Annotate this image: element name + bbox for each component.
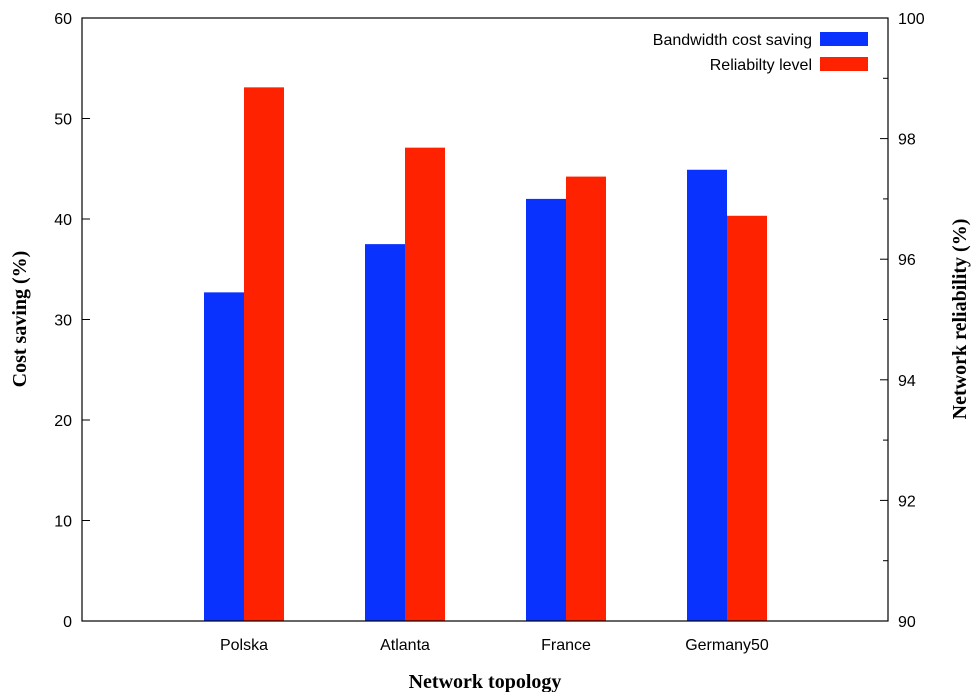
x-axis-ticks: Polska Atlanta France Germany50 bbox=[220, 637, 769, 654]
left-axis-ticks: 0 10 20 30 40 50 60 bbox=[54, 11, 90, 631]
legend-label: Bandwidth cost saving bbox=[653, 32, 812, 49]
y2-tick-label: 96 bbox=[898, 252, 916, 269]
legend: Bandwidth cost saving Reliabilty level bbox=[653, 32, 868, 74]
legend-swatch bbox=[820, 32, 868, 46]
bars-group bbox=[204, 87, 767, 622]
y-tick-label: 10 bbox=[54, 514, 72, 531]
bar-cost-saving-germany50 bbox=[687, 169, 727, 621]
y2-tick-label: 94 bbox=[898, 373, 916, 390]
y-tick-label: 30 bbox=[54, 313, 72, 330]
y2-tick-label: 100 bbox=[898, 11, 925, 28]
x-tick-label: Atlanta bbox=[380, 637, 430, 654]
bar-cost-saving-atlanta bbox=[365, 244, 405, 621]
x-tick-label: France bbox=[541, 637, 591, 654]
y2-tick-label: 92 bbox=[898, 493, 916, 510]
bar-reliability-germany50 bbox=[727, 215, 767, 621]
plot-frame bbox=[81, 17, 889, 622]
legend-swatch bbox=[820, 57, 868, 71]
y-tick-label: 60 bbox=[54, 11, 72, 28]
x-tick-label: Germany50 bbox=[685, 637, 769, 654]
legend-label: Reliabilty level bbox=[710, 57, 812, 74]
y-tick-label: 20 bbox=[54, 413, 72, 430]
y-tick-label: 50 bbox=[54, 112, 72, 129]
y2-axis-title: Network reliability (%) bbox=[949, 219, 971, 420]
x-axis-title: Network topology bbox=[409, 671, 562, 692]
y-axis-title: Cost saving (%) bbox=[9, 251, 31, 388]
y-tick-label: 0 bbox=[63, 614, 72, 631]
bar-reliability-france bbox=[566, 176, 606, 622]
bar-reliability-polska bbox=[244, 87, 284, 622]
y2-tick-label: 98 bbox=[898, 132, 916, 149]
bar-reliability-atlanta bbox=[405, 147, 445, 621]
bar-cost-saving-polska bbox=[204, 292, 244, 621]
right-axis-ticks: 90 92 94 96 98 100 bbox=[880, 11, 925, 631]
y-tick-label: 40 bbox=[54, 212, 72, 229]
bar-cost-saving-france bbox=[526, 198, 566, 621]
y2-tick-label: 90 bbox=[898, 614, 916, 631]
x-tick-label: Polska bbox=[220, 637, 268, 654]
